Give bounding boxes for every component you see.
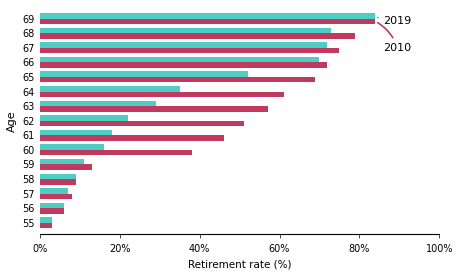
Bar (40, 62, 327, 68)
Bar (40, 57, 319, 62)
Bar (40, 174, 76, 179)
Bar (40, 13, 375, 18)
Bar (40, 164, 92, 170)
Bar (40, 179, 76, 185)
Text: 2010: 2010 (377, 23, 411, 53)
Bar (40, 86, 179, 92)
Bar (40, 77, 315, 83)
Bar (40, 208, 64, 214)
Bar (40, 223, 52, 228)
Bar (40, 203, 64, 208)
X-axis label: Retirement rate (%): Retirement rate (%) (187, 259, 291, 269)
Bar (40, 159, 84, 164)
Bar (40, 188, 67, 194)
Y-axis label: Age: Age (7, 110, 17, 132)
Text: 2019: 2019 (377, 16, 411, 26)
Bar (40, 33, 355, 39)
Bar (40, 28, 331, 33)
Bar (40, 121, 243, 126)
Bar (40, 130, 112, 135)
Bar (40, 217, 52, 223)
Bar (40, 106, 267, 112)
Bar (40, 115, 128, 121)
Bar (40, 135, 223, 141)
Bar (40, 144, 104, 150)
Bar (40, 150, 191, 155)
Bar (40, 18, 375, 24)
Bar (40, 194, 72, 199)
Bar (40, 48, 339, 53)
Bar (40, 100, 155, 106)
Bar (40, 71, 247, 77)
Bar (40, 92, 283, 97)
Bar (40, 42, 327, 48)
